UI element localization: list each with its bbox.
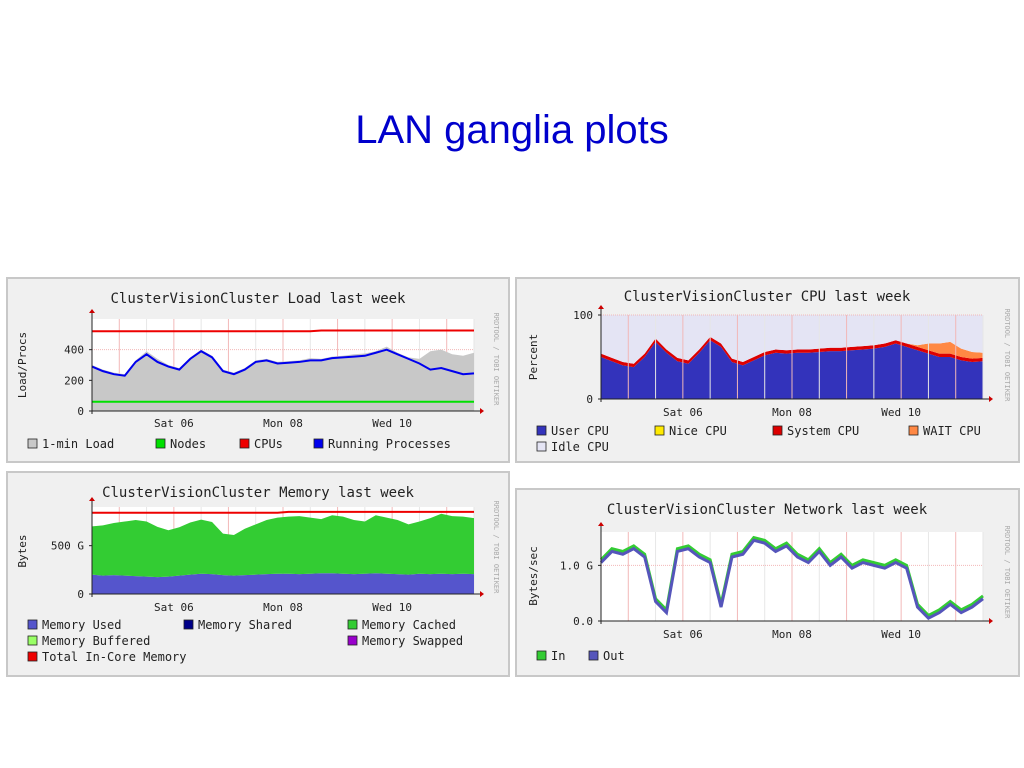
- x-tick-label: Sat 06: [154, 601, 194, 614]
- y-tick-label: 0: [77, 405, 84, 418]
- x-axis-arrow: [989, 396, 993, 402]
- x-tick-label: Mon 08: [772, 406, 812, 419]
- legend-swatch-nice-cpu: [654, 425, 665, 436]
- series-line-out: [599, 538, 984, 621]
- x-axis-arrow: [480, 408, 484, 414]
- legend-label-1-min-load: 1-min Load: [42, 437, 114, 451]
- cpu-chart-panel: ClusterVisionCluster CPU last week Percen…: [515, 277, 1020, 463]
- legend-swatch-memory-used: [27, 619, 38, 630]
- y-axis-label: Load/Procs: [16, 332, 29, 398]
- legend-swatch-user-cpu: [536, 425, 547, 436]
- legend-swatch-wait-cpu: [908, 425, 919, 436]
- rrdtool-watermark: RRDTOOL / TOBI OETIKER: [1003, 309, 1011, 403]
- legend-swatch-system-cpu: [772, 425, 783, 436]
- x-axis-arrow: [480, 591, 484, 597]
- memory-chart-panel: ClusterVisionCluster Memory last week Byt…: [6, 471, 510, 677]
- chart-title: ClusterVisionCluster CPU last week: [624, 289, 911, 305]
- x-tick-label: Wed 10: [372, 601, 412, 614]
- series-line-in: [599, 535, 984, 618]
- rrdtool-watermark: RRDTOOL / TOBI OETIKER: [492, 313, 500, 407]
- network-chart: ClusterVisionCluster Network last week By…: [527, 502, 1011, 663]
- y-tick-label: 500 G: [51, 540, 84, 553]
- legend-swatch-memory-swapped: [347, 635, 358, 646]
- y-tick-label: 1.0 G: [560, 559, 593, 572]
- legend-label-cpus: CPUs: [254, 437, 283, 451]
- y-axis-label: Bytes/sec: [527, 546, 540, 606]
- legend-swatch-cpus: [239, 438, 250, 449]
- legend-swatch-1-min-load: [27, 438, 38, 449]
- x-tick-label: Sat 06: [663, 406, 703, 419]
- x-tick-label: Mon 08: [772, 628, 812, 641]
- legend-label-memory-cached: Memory Cached: [362, 618, 456, 632]
- legend-swatch-running-processes: [313, 438, 324, 449]
- chart-title: ClusterVisionCluster Memory last week: [102, 485, 414, 501]
- legend-swatch-idle-cpu: [536, 441, 547, 452]
- legend-swatch-total-in-core-memory: [27, 651, 38, 662]
- x-tick-label: Wed 10: [881, 406, 921, 419]
- y-tick-label: 200: [64, 374, 84, 387]
- legend-label-memory-swapped: Memory Swapped: [362, 634, 463, 648]
- x-tick-label: Wed 10: [881, 628, 921, 641]
- legend-label-wait-cpu: WAIT CPU: [923, 424, 981, 438]
- legend-swatch-nodes: [155, 438, 166, 449]
- chart-title: ClusterVisionCluster Network last week: [607, 502, 928, 518]
- x-tick-label: Wed 10: [372, 417, 412, 430]
- y-tick-label: 0: [586, 393, 593, 406]
- x-tick-label: Sat 06: [663, 628, 703, 641]
- legend-label-idle-cpu: Idle CPU: [551, 440, 609, 454]
- y-axis-label: Bytes: [16, 534, 29, 567]
- load-chart-panel: ClusterVisionCluster Load last week Load/…: [6, 277, 510, 463]
- legend-swatch-memory-buffered: [27, 635, 38, 646]
- slide-title: LAN ganglia plots: [355, 108, 669, 152]
- series-line-cpus: [92, 329, 474, 333]
- legend-label-nodes: Nodes: [170, 437, 206, 451]
- legend-label-in: In: [551, 649, 565, 663]
- memory-chart: ClusterVisionCluster Memory last week Byt…: [16, 485, 500, 664]
- y-axis-arrow: [89, 497, 95, 501]
- y-tick-label: 0.0: [573, 615, 593, 628]
- y-tick-label: 100: [573, 309, 593, 322]
- legend-label-total-in-core-memory: Total In-Core Memory: [42, 650, 187, 664]
- legend-swatch-in: [536, 650, 547, 661]
- y-axis-arrow: [89, 309, 95, 313]
- series-line-total-in-core-memory: [92, 510, 474, 514]
- y-tick-label: 400: [64, 344, 84, 357]
- legend-label-memory-used: Memory Used: [42, 618, 121, 632]
- legend-label-user-cpu: User CPU: [551, 424, 609, 438]
- x-tick-label: Mon 08: [263, 417, 303, 430]
- y-axis-arrow: [598, 305, 604, 309]
- series-line-running-processes: [91, 348, 475, 377]
- cpu-chart: ClusterVisionCluster CPU last week Percen…: [527, 289, 1011, 454]
- legend-swatch-memory-shared: [183, 619, 194, 630]
- rrdtool-watermark: RRDTOOL / TOBI OETIKER: [1003, 526, 1011, 620]
- x-axis-arrow: [989, 618, 993, 624]
- legend-label-system-cpu: System CPU: [787, 424, 859, 438]
- network-chart-panel: ClusterVisionCluster Network last week By…: [515, 488, 1020, 677]
- legend-label-memory-buffered: Memory Buffered: [42, 634, 150, 648]
- rrdtool-watermark: RRDTOOL / TOBI OETIKER: [492, 501, 500, 595]
- legend-label-memory-shared: Memory Shared: [198, 618, 292, 632]
- load-chart: ClusterVisionCluster Load last week Load/…: [16, 291, 500, 451]
- y-axis-arrow: [598, 522, 604, 526]
- legend-swatch-memory-cached: [347, 619, 358, 630]
- legend-swatch-out: [588, 650, 599, 661]
- y-tick-label: 0: [77, 588, 84, 601]
- y-axis-label: Percent: [527, 334, 540, 380]
- chart-title: ClusterVisionCluster Load last week: [110, 291, 406, 307]
- legend-label-nice-cpu: Nice CPU: [669, 424, 727, 438]
- series-area-memory-cached: [92, 513, 474, 578]
- legend-label-out: Out: [603, 649, 625, 663]
- series-area-memory-used: [92, 573, 474, 594]
- x-tick-label: Sat 06: [154, 417, 194, 430]
- x-tick-label: Mon 08: [263, 601, 303, 614]
- legend-label-running-processes: Running Processes: [328, 437, 451, 451]
